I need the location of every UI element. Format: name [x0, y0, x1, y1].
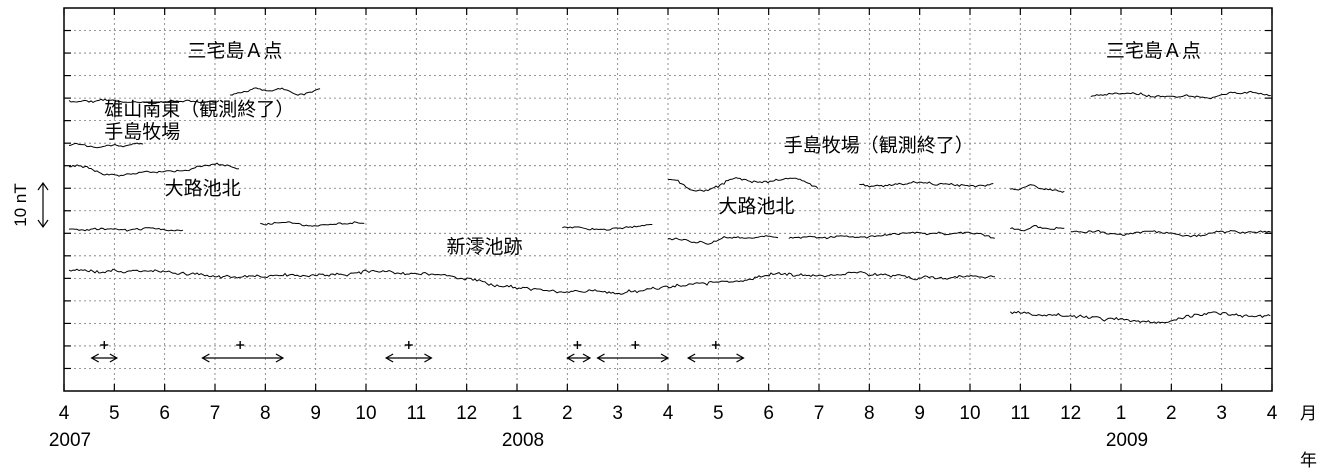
- series-line: [69, 228, 183, 232]
- x-tick-label: 4: [663, 403, 674, 424]
- series-line: [1010, 226, 1064, 231]
- x-tick-label: 12: [1060, 403, 1081, 424]
- x-tick-label: 3: [612, 403, 623, 424]
- station-label: 三宅島Ａ点: [187, 40, 282, 62]
- series-line: [69, 163, 239, 176]
- x-tick-label: 3: [1216, 403, 1227, 424]
- series-line: [859, 182, 993, 187]
- x-tick-label: 2: [562, 403, 573, 424]
- series-line: [1091, 91, 1271, 98]
- year-labels: 2007 2008 2009: [49, 430, 1148, 451]
- series-line: [1010, 311, 1270, 323]
- interval-marker: [598, 341, 668, 362]
- x-tick-label: 6: [763, 403, 774, 424]
- x-tick-label: 11: [406, 403, 426, 424]
- interval-marker: [202, 341, 283, 362]
- x-tick-label: 2: [1166, 403, 1177, 424]
- series-line: [562, 225, 652, 231]
- x-tick-label: 6: [159, 403, 170, 424]
- series-line: [668, 178, 818, 192]
- year-label: 2007: [49, 430, 91, 451]
- station-label: 大路池北: [718, 195, 794, 217]
- year-unit-label: 年: [1300, 451, 1317, 471]
- series-line: [69, 269, 995, 294]
- scale-bar: 10 nT: [11, 183, 48, 227]
- series-line: [260, 222, 364, 226]
- station-label: 手島牧場: [104, 121, 180, 143]
- series-line: [230, 88, 320, 95]
- interval-markers: [92, 341, 744, 362]
- interval-marker: [92, 341, 117, 362]
- series-line: [69, 143, 143, 148]
- interval-marker: [567, 341, 590, 362]
- x-tick-label: 7: [814, 403, 825, 424]
- gridlines: [64, 8, 1272, 391]
- station-label: 三宅島Ａ点: [1106, 40, 1201, 62]
- x-tick-label: 1: [512, 403, 523, 424]
- scale-bar-label: 10 nT: [11, 183, 30, 226]
- x-tick-label: 8: [260, 403, 271, 424]
- x-tick-label: 4: [59, 403, 70, 424]
- x-tick-label: 5: [713, 403, 724, 424]
- x-tick-label: 1: [1116, 403, 1127, 424]
- x-tick-label: 8: [864, 403, 875, 424]
- series-line: [668, 236, 778, 245]
- x-tick-label: 11: [1010, 403, 1030, 424]
- month-unit-label: 月: [1300, 404, 1317, 424]
- station-label: 新澪池跡: [447, 236, 523, 258]
- x-tick-label: 4: [1267, 403, 1278, 424]
- x-tick-label: 7: [210, 403, 221, 424]
- interval-marker: [386, 341, 431, 362]
- series-line: [1010, 185, 1064, 193]
- x-tick-label: 9: [914, 403, 925, 424]
- year-label: 2008: [502, 430, 544, 451]
- x-tick-label: 10: [355, 403, 376, 424]
- x-tick-label: 5: [109, 403, 120, 424]
- x-tick-label: 12: [456, 403, 477, 424]
- station-label: 大路池北: [165, 177, 241, 199]
- x-tick-label: 10: [959, 403, 980, 424]
- station-label: 雄山南東（観測終了）: [104, 98, 294, 120]
- x-tick-label: 9: [310, 403, 321, 424]
- year-label: 2009: [1106, 430, 1148, 451]
- interval-marker: [688, 341, 743, 362]
- station-label: 手島牧場（観測終了）: [784, 134, 974, 156]
- series-lines: [69, 88, 1271, 323]
- x-tick-labels: 4 5 6 7 8 9 10 11 12 1 2 3 4 5 6 7 8 9 10 11 12 1 2 3 4: [59, 403, 1278, 424]
